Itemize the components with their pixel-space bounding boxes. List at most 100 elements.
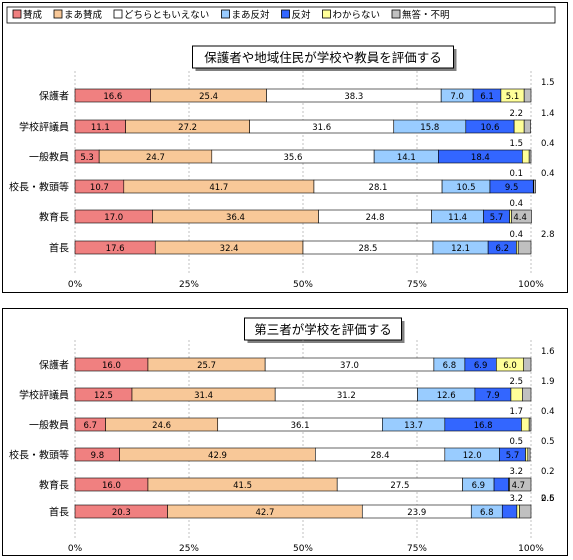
chart-2-data-label-r5-s1: 16.0 (102, 481, 121, 491)
legend-swatch-2 (53, 9, 63, 19)
chart-1-data-label-r1-s4: 7.0 (450, 92, 464, 102)
chart-2-data-label-r4-s4: 12.0 (463, 451, 482, 461)
chart-1-title: 保護者や地域住民が学校や教員を評価する (204, 50, 442, 65)
chart-panel-1: 賛成 まあ賛成 どちらともいえない まあ反対 反対 わからない 無答・不明 保護者や地域住民が… (2, 2, 568, 293)
chart-1-data-label-r4-s4: 10.5 (457, 183, 476, 193)
chart-2-side-right-r3: 0.4 (541, 407, 555, 417)
chart-2-data-label-r1-s3: 37.0 (340, 361, 359, 371)
chart-2-category-6: 首長 (49, 506, 69, 519)
chart-1-side-right-r6: 2.8 (541, 230, 555, 240)
chart-2-xtick-5: 100% (518, 544, 544, 554)
legend-swatch-5 (281, 9, 290, 19)
chart-2-bar-r5-s7 (509, 477, 532, 492)
chart-1-side-above-r3: 1.5 (509, 139, 523, 149)
chart-2-side-right-r6: 0.6 (541, 494, 555, 504)
chart-2-data-label-r5-s7: 4.7 (512, 481, 526, 491)
chart-2-xtick-3: 50% (293, 544, 313, 554)
chart-2-category-3: 一般教員 (29, 419, 69, 432)
chart-2-data-label-r2-s5: 7.9 (486, 391, 500, 401)
legend-swatch-6 (322, 9, 331, 19)
chart-2-data-label-r6-s4: 6.8 (480, 508, 494, 518)
chart-2-bar-r5-s5 (493, 477, 509, 492)
chart-1-data-label-r5-s5: 5.7 (490, 213, 504, 223)
legend-swatch-1 (12, 9, 22, 19)
legend-label-1: 賛成 (23, 9, 43, 21)
chart-2-bar-r4-s6 (525, 447, 529, 462)
chart-2-data-label-r2-s1: 12.5 (94, 391, 113, 401)
chart-2-bar-r1-s7 (523, 357, 532, 372)
chart-1-title-box (192, 45, 454, 69)
chart-1-bar-r3-s7 (528, 149, 532, 164)
chart-1-side-right-r2: 1.4 (541, 109, 555, 119)
chart-1-xtick-1: 0% (68, 280, 83, 290)
chart-2-xtick-4: 75% (407, 544, 427, 554)
chart-1-xtick-5: 100% (518, 280, 544, 290)
chart-1-data-label-r3-s4: 14.1 (397, 153, 416, 163)
chart-1-data-label-r5-s1: 17.0 (104, 213, 123, 223)
chart-2-extra-label-1: 2.5 (541, 494, 555, 504)
chart-2-side-right-r1: 1.6 (541, 347, 555, 357)
chart-2-data-label-r1-s1: 16.0 (102, 361, 121, 371)
chart-1-bar-r4-s7 (533, 179, 536, 194)
chart-2-category-1: 保護者 (39, 359, 69, 372)
chart-1-bar-r1-s7 (523, 88, 532, 103)
chart-1-category-1: 保護者 (39, 90, 69, 103)
chart-2-data-label-r4-s1: 9.8 (91, 451, 105, 461)
chart-1-bar-r3-s6 (522, 149, 530, 164)
chart-1-svg: 賛成 まあ賛成 どちらともいえない まあ反対 反対 わからない 無答・不明保護者や地域住民が… (6, 6, 556, 290)
chart-2-data-label-r4-s2: 42.9 (208, 451, 227, 461)
chart-1-bar-r5-s7 (511, 209, 532, 224)
chart-2-bar-r4-s7 (527, 447, 531, 462)
chart-2-data-label-r5-s3: 27.5 (390, 481, 409, 491)
chart-2-bar-r2-s6 (510, 387, 523, 402)
chart-1-data-label-r1-s3: 38.3 (344, 92, 363, 102)
chart-2-category-5: 教育長 (39, 479, 69, 492)
legend-swatch-4 (221, 9, 230, 19)
chart-1-data-label-r3-s1: 5.3 (80, 153, 94, 163)
chart-1-data-label-r6-s2: 32.4 (220, 244, 239, 254)
chart-2-bar-r3-s6 (521, 417, 530, 432)
legend-swatch-7 (391, 9, 401, 19)
chart-2-side-above-r4: 0.5 (509, 437, 523, 447)
chart-panel-2: 第三者が学校を評価する 保護者 16.0 25.7 37.0 6.8 6.9 6.0 1.6 学校… (2, 308, 568, 556)
chart-1-bar-r2-s6 (513, 119, 525, 134)
chart-1-data-label-r2-s5: 10.6 (480, 123, 499, 133)
chart-1-xtick-4: 75% (407, 280, 427, 290)
chart-2-data-label-r2-s4: 12.6 (437, 391, 456, 401)
chart-2-data-label-r3-s1: 6.7 (84, 421, 98, 431)
chart-2-data-label-r1-s4: 6.8 (443, 361, 457, 371)
legend-label-5: 反対 (292, 9, 312, 21)
legend-label-7: 無答・不明 (402, 9, 450, 21)
chart-2-category-2: 学校評議員 (19, 389, 69, 402)
chart-1-side-above-r6: 0.4 (509, 230, 523, 240)
chart-1-data-label-r4-s1: 10.7 (90, 183, 109, 193)
chart-1-side-right-r3: 0.4 (541, 139, 555, 149)
chart-1-data-label-r2-s2: 27.2 (178, 123, 197, 133)
legend-box (6, 6, 556, 24)
chart-2-title-box (244, 317, 402, 341)
chart-1-category-4: 校長・教頭等 (9, 181, 69, 194)
chart-1-bar-r2-s7 (523, 119, 531, 134)
chart-2-data-label-r6-s2: 42.7 (255, 508, 274, 518)
chart-1-category-5: 教育長 (39, 211, 69, 224)
chart-2-side-above-r6: 3.2 (509, 494, 523, 504)
chart-2-data-label-r3-s5: 16.8 (474, 421, 493, 431)
chart-1-data-label-r6-s5: 6.2 (496, 244, 510, 254)
chart-1-data-label-r3-s5: 18.4 (471, 153, 490, 163)
chart-2-title: 第三者が学校を評価する (254, 322, 392, 337)
chart-1-side-right-r4: 0.4 (541, 169, 555, 179)
chart-1-data-label-r6-s1: 17.6 (106, 244, 125, 254)
chart-2-xtick-2: 25% (179, 544, 199, 554)
chart-1-category-2: 学校評議員 (19, 121, 69, 134)
chart-1-data-label-r6-s3: 28.5 (359, 244, 378, 254)
chart-2-data-label-r1-s2: 25.7 (197, 361, 216, 371)
chart-1-data-label-r6-s4: 12.1 (451, 244, 470, 254)
chart-2-data-label-r3-s4: 13.7 (404, 421, 423, 431)
chart-1-data-label-r5-s2: 36.4 (226, 213, 245, 223)
legend-label-4: まあ反対 (232, 9, 271, 21)
chart-2-data-label-r4-s3: 28.4 (371, 451, 390, 461)
chart-1-data-label-r5-s3: 24.8 (366, 213, 385, 223)
chart-2-side-right-r2: 1.9 (541, 377, 555, 387)
chart-2-data-label-r5-s4: 6.9 (472, 481, 486, 491)
